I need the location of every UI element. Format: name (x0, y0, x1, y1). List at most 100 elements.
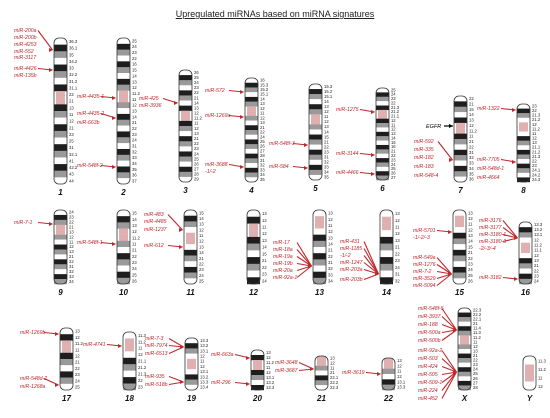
chr8-band (517, 108, 530, 114)
chr10-band (119, 228, 128, 235)
mirna-arrow (363, 248, 379, 275)
chr22-band (384, 363, 393, 369)
chr19-band-label: 13.1 (200, 369, 209, 374)
chr1-band-label: 31.2 (69, 79, 78, 84)
mirna-label: miR-7974 (145, 343, 168, 349)
chr10-band-label: 12 (132, 229, 137, 234)
chr17-band (62, 340, 71, 347)
mirna-label: miR-500a (418, 330, 441, 336)
chr15-band (453, 210, 466, 216)
mirna-label: miR-19a (273, 254, 293, 260)
chr5-band (309, 89, 322, 95)
mirna-arrowhead (304, 143, 308, 147)
chr2-band-label: 24 (132, 44, 137, 49)
chr5-band (309, 164, 322, 171)
chr7-band (454, 149, 467, 156)
chr15-band-label: 12 (468, 216, 473, 221)
chr5-band-label: 14 (324, 129, 329, 134)
chr14-band-label: 21 (395, 245, 400, 250)
chr18-band (123, 351, 136, 358)
chr8-band-label: 24.1 (532, 168, 541, 173)
chr6-band (376, 136, 389, 141)
mirna-label: miR-92a-2 (418, 348, 442, 354)
mirna-label: miR-6513 (145, 351, 168, 357)
mirna-arrow (441, 316, 457, 331)
chr5-band-label: 12 (324, 109, 329, 114)
chr13-band (313, 210, 326, 217)
chr9-band (54, 254, 67, 260)
chr21-band-label: 22.1 (330, 375, 339, 380)
chr4-band (247, 106, 256, 112)
chr12-band (247, 270, 260, 278)
chrX-band-label: 13 (473, 348, 478, 353)
chr2-band-label: 32 (132, 149, 137, 154)
chr6-band-label: 21.3 (391, 105, 400, 110)
chr3-band (179, 151, 192, 157)
mirna-label: miR-203b (340, 277, 363, 283)
mirna-label: miR-548d-2 (20, 376, 47, 382)
chr20-band (253, 360, 262, 366)
mirna-label: miR-548f-2 (77, 163, 103, 169)
chr5-band-label: 22 (324, 144, 329, 149)
chr16-band (521, 242, 530, 249)
chr10-band (117, 247, 130, 254)
chr9-band-label: 31 (69, 264, 74, 269)
chr2-band-label: 25 (132, 38, 137, 43)
chr12-band-label: 24 (262, 278, 267, 283)
chr7-band-label: 36 (469, 177, 474, 182)
mirna-label: miR-552 (14, 49, 34, 55)
chr13-band (313, 253, 326, 260)
chr18-outline (122, 331, 137, 391)
mirna-label: miR-5094 (413, 283, 436, 289)
chr21-band (315, 370, 328, 376)
chr1-band (54, 77, 67, 85)
chr21-band (315, 375, 328, 381)
mirna-label: miR-5701 (413, 228, 436, 234)
mirna-label: -2/-3/-4 (479, 246, 496, 252)
chr19-band (185, 348, 198, 354)
chr2-band-label: 23 (132, 132, 137, 137)
chr17-band (60, 383, 73, 391)
chr4-band (245, 130, 258, 135)
chr6-band-label: 13 (391, 131, 396, 136)
mirna-label: miR-4435-2 (77, 111, 104, 117)
chr3-band-label: 11.2 (194, 116, 203, 121)
chr9-band-label: 22 (69, 259, 74, 264)
chr3-band-label: 22 (194, 141, 199, 146)
chr20-band-label: 13 (266, 350, 271, 355)
chr10-band-label: 11.2 (132, 235, 141, 240)
chr22-band (382, 384, 395, 391)
chr5-band-label: 15.2 (324, 89, 333, 94)
mirna-arrowhead (449, 158, 453, 162)
chr9-band (54, 239, 67, 245)
mirna-arrowhead (512, 108, 516, 112)
chr16-band-label: 12 (534, 237, 539, 242)
chr5-band-label: 23 (324, 149, 329, 154)
chr16-band-label: 23 (534, 274, 539, 279)
chr16-band (519, 253, 532, 259)
chr1-band (54, 150, 67, 158)
chr14-band (380, 210, 393, 217)
chr11-band (186, 232, 195, 239)
chr18-band (125, 344, 134, 352)
chr9-band-label: 21 (69, 254, 74, 259)
chr15-band (453, 255, 466, 262)
mirna-label: miR-549a (413, 255, 436, 261)
chr4-band-label: 35 (260, 177, 265, 182)
chr5-band-label: 14 (324, 99, 329, 104)
chrX-band (458, 312, 471, 318)
chr6-band (376, 158, 389, 163)
chrX-band (458, 358, 471, 363)
chr17-number: 17 (62, 394, 71, 403)
chr15-band (453, 249, 466, 256)
chr9-band (54, 279, 67, 285)
chrX-band (458, 385, 471, 391)
mirna-arrowhead (514, 236, 518, 240)
chr19-band (185, 369, 198, 375)
mirna-label: miR-224 (418, 388, 438, 394)
chr1-band (54, 130, 67, 138)
chrX-band-label: 11.2 (473, 335, 482, 340)
chr18-band (123, 364, 136, 371)
mirna-label: miR-4253 (14, 42, 37, 48)
chr2-band-label: 14 (132, 114, 137, 119)
